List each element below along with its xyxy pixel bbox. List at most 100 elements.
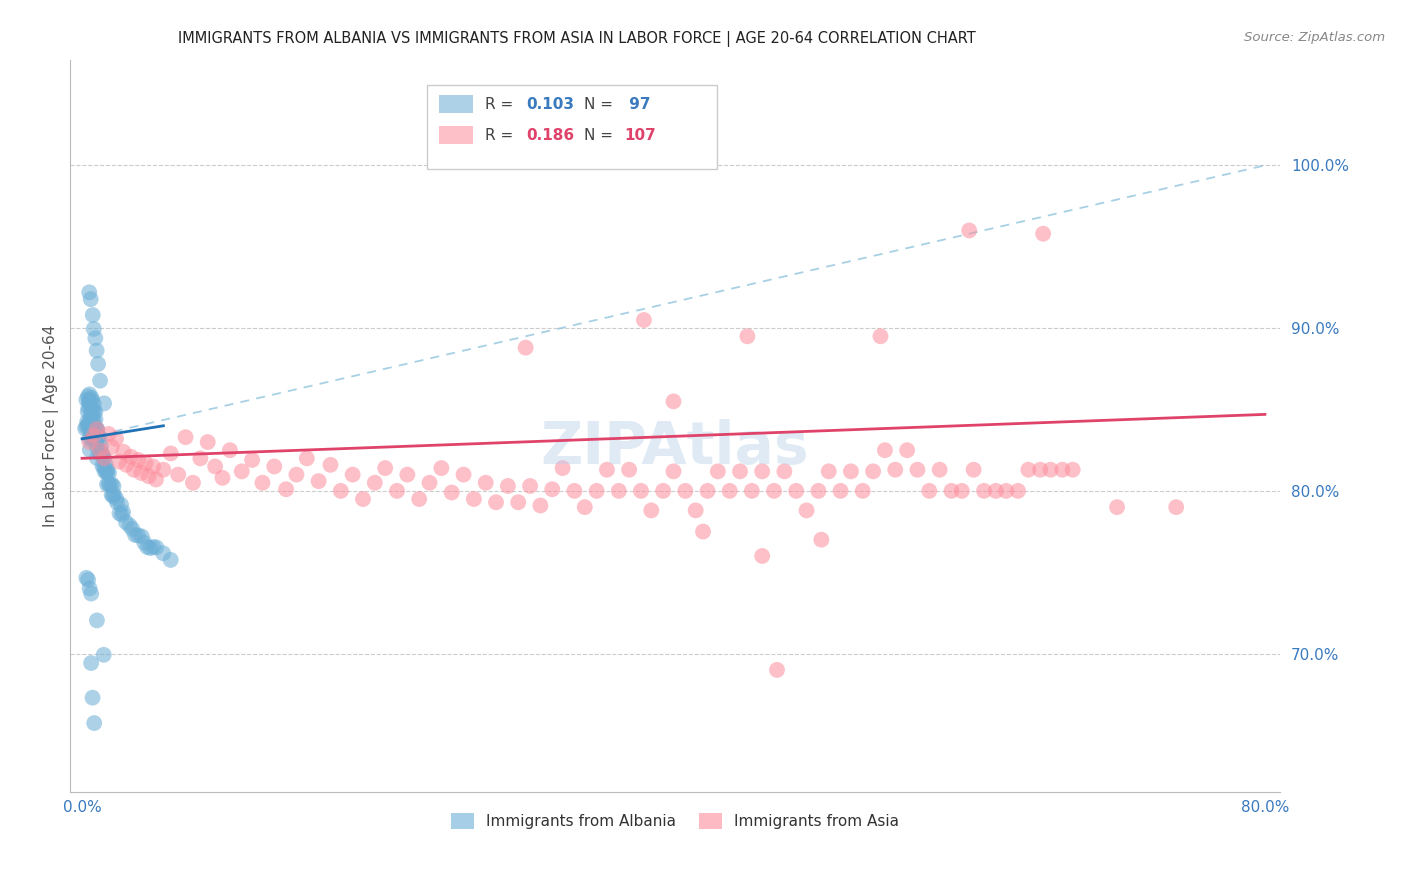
Point <box>662 394 685 409</box>
Point <box>82 404 104 418</box>
Point <box>77 394 100 409</box>
Point <box>84 331 107 345</box>
Point <box>87 429 110 443</box>
Point <box>91 458 114 473</box>
Point <box>751 549 773 563</box>
Point <box>463 491 485 506</box>
Point <box>134 535 156 549</box>
Point <box>145 541 167 555</box>
Point <box>374 461 396 475</box>
Point <box>766 663 789 677</box>
Point <box>950 483 973 498</box>
Point <box>105 432 128 446</box>
Point <box>77 401 100 415</box>
Point <box>93 464 115 478</box>
Point <box>685 503 707 517</box>
Point <box>188 451 211 466</box>
Point <box>181 475 204 490</box>
Point <box>101 489 124 503</box>
Point <box>152 463 174 477</box>
Point <box>111 508 134 522</box>
Point <box>607 483 630 498</box>
Point <box>928 463 950 477</box>
Point <box>167 467 190 482</box>
Point <box>329 483 352 498</box>
Point <box>541 482 564 496</box>
Point <box>75 421 97 435</box>
Point <box>295 451 318 466</box>
FancyBboxPatch shape <box>439 127 472 144</box>
Point <box>80 391 103 405</box>
Point <box>796 503 818 517</box>
Point <box>219 443 242 458</box>
Point <box>122 463 145 477</box>
Point <box>204 459 226 474</box>
Point <box>485 495 508 509</box>
Point <box>75 419 97 434</box>
Text: 107: 107 <box>624 128 657 143</box>
Point <box>83 415 105 429</box>
Point <box>1032 227 1054 241</box>
Point <box>129 466 152 480</box>
FancyBboxPatch shape <box>439 95 472 113</box>
Point <box>80 405 103 419</box>
Point <box>396 467 419 482</box>
Point <box>90 446 112 460</box>
Point <box>105 495 128 509</box>
Point <box>810 533 832 547</box>
Point <box>692 524 714 539</box>
Text: Source: ZipAtlas.com: Source: ZipAtlas.com <box>1244 31 1385 45</box>
Point <box>80 587 103 601</box>
Point <box>93 451 115 466</box>
Point <box>82 690 104 705</box>
Point <box>76 405 98 419</box>
Text: N =: N = <box>585 96 619 112</box>
Point <box>633 313 655 327</box>
Point <box>79 416 101 430</box>
Point <box>84 412 107 426</box>
Point <box>75 571 97 585</box>
Point <box>1029 463 1052 477</box>
Point <box>108 454 131 468</box>
Point <box>138 469 160 483</box>
Point <box>100 440 122 454</box>
Point <box>142 459 165 474</box>
Point <box>152 546 174 560</box>
Point <box>839 464 862 478</box>
Point <box>89 447 111 461</box>
Point <box>77 389 100 403</box>
Point <box>100 488 122 502</box>
Point <box>82 393 104 408</box>
Point <box>285 467 308 482</box>
Point <box>86 422 108 436</box>
Point <box>127 528 149 542</box>
Point <box>1062 463 1084 477</box>
Point <box>869 329 891 343</box>
Point <box>97 426 120 441</box>
Point <box>896 443 918 458</box>
Point <box>94 457 117 471</box>
Point <box>139 541 162 555</box>
Point <box>115 458 138 472</box>
Point <box>80 292 103 306</box>
Point <box>80 656 103 670</box>
Point <box>962 463 984 477</box>
Point <box>83 430 105 444</box>
Point <box>79 435 101 450</box>
Text: 0.103: 0.103 <box>526 96 574 112</box>
Point <box>274 482 297 496</box>
Point <box>174 430 197 444</box>
Point <box>79 431 101 445</box>
Point <box>1007 483 1029 498</box>
Point <box>515 341 537 355</box>
Point <box>630 483 652 498</box>
Point <box>97 476 120 491</box>
Point <box>785 483 807 498</box>
Point <box>564 483 586 498</box>
Text: ZIPAtlas: ZIPAtlas <box>541 419 810 476</box>
Point <box>673 483 696 498</box>
Point <box>240 453 263 467</box>
Point <box>98 477 121 491</box>
Point <box>252 475 274 490</box>
Point <box>728 464 751 478</box>
